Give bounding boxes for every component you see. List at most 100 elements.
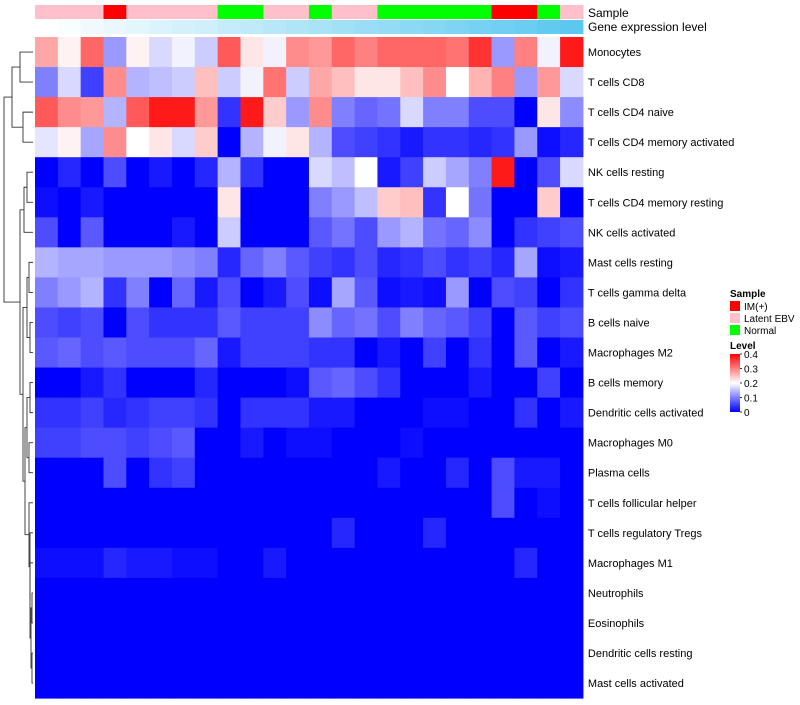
heatmap-cell [514,277,538,308]
heatmap-cell [560,427,584,459]
heatmap-cell [126,367,150,399]
heatmap-cell [377,577,401,609]
legend-swatch [730,301,740,311]
heatmap-cell [308,97,333,128]
dendrogram-branch [29,532,33,601]
heatmap-cell [377,367,401,399]
heatmap-cell [263,217,287,248]
heatmap-cell [126,187,150,218]
heatmap-cell [35,607,59,639]
row-label: NK cells activated [588,227,675,239]
heatmap-cell [468,367,493,399]
heatmap-cell [240,217,264,248]
heatmap-cell [537,427,561,459]
heatmap-cell [103,668,127,699]
heatmap-cell [80,127,104,158]
heatmap-cell [240,187,264,218]
dendrogram-branch [11,66,23,128]
sample-annotation-cell [308,5,333,19]
row-label: T cells follicular helper [588,498,697,510]
heatmap-cell [80,307,104,338]
row-label: T cells CD4 memory activated [588,137,735,149]
heatmap-cell [331,67,356,98]
heatmap-cell [491,277,515,308]
heatmap-cell [354,247,378,278]
heatmap-cell [171,517,196,549]
heatmap-cell [468,337,493,369]
sample-annotation-cell [171,5,196,19]
heatmap-cell [468,638,493,669]
heatmap-cell [103,67,127,98]
expression-annotation-cell [126,20,150,34]
heatmap-cell [468,577,493,609]
heatmap-cell [468,487,493,519]
heatmap-cell [35,277,59,308]
heatmap-cell [308,337,333,369]
heatmap-cell [149,307,173,338]
sample-annotation-cell [377,5,401,19]
heatmap-cell [171,638,196,669]
expression-annotation-cell [423,20,447,34]
heatmap-cell [240,457,264,489]
heatmap-cell [514,427,538,459]
heatmap-cell [103,397,127,429]
heatmap-cell [491,157,515,188]
heatmap-cell [514,247,538,278]
heatmap-cell [286,217,310,248]
heatmap-cell [377,217,401,248]
heatmap-cell [514,638,538,669]
heatmap-cell [194,217,219,248]
expression-annotation-cell [217,20,241,34]
heatmap-cell [354,577,378,609]
heatmap-cell [126,487,150,519]
heatmap-cell [377,277,401,308]
heatmap-cell [377,397,401,429]
heatmap-cell [57,427,82,459]
heatmap-cell [240,668,264,699]
heatmap-cell [57,337,82,369]
heatmap-cell [149,668,173,699]
heatmap-cell [445,668,470,699]
heatmap-cell [514,577,538,609]
heatmap-cell [308,577,333,609]
heatmap-cell [194,37,219,68]
heatmap-cell [354,37,378,68]
heatmap-cell [57,277,82,308]
heatmap-cell [537,67,561,98]
heatmap-cell [468,517,493,549]
heatmap-cell [560,487,584,519]
heatmap-cell [57,157,82,188]
expression-annotation-cell [263,20,287,34]
heatmap-cell [331,187,356,218]
expression-annotation-cell [240,20,264,34]
heatmap-cell [126,217,150,248]
heatmap-cell [286,547,310,579]
heatmap-cell [263,577,287,609]
heatmap-cell [263,638,287,669]
heatmap-cell [308,607,333,639]
dendrogram-branch [3,96,20,303]
heatmap-cell [80,457,104,489]
heatmap-cell [57,547,82,579]
heatmap-cell [445,67,470,98]
heatmap-cell [468,127,493,158]
dendrogram-branch [28,261,33,293]
heatmap-cell [194,247,219,278]
heatmap-cell [240,307,264,338]
heatmap-cell [445,307,470,338]
heatmap-cell [308,487,333,519]
heatmap-cell [445,427,470,459]
heatmap-cell [126,607,150,639]
heatmap-cell [194,547,219,579]
heatmap-cell [331,397,356,429]
heatmap-cell [400,97,424,128]
heatmap-cell [560,67,584,98]
heatmap-cell [57,668,82,699]
heatmap-cell [80,217,104,248]
row-label: Monocytes [588,47,642,59]
heatmap-cell [354,157,378,188]
heatmap-cell [400,397,424,429]
legend-level-ticks: 0.4 0.3 0.2 0.1 0 [740,350,758,419]
heatmap-cell [423,337,447,369]
